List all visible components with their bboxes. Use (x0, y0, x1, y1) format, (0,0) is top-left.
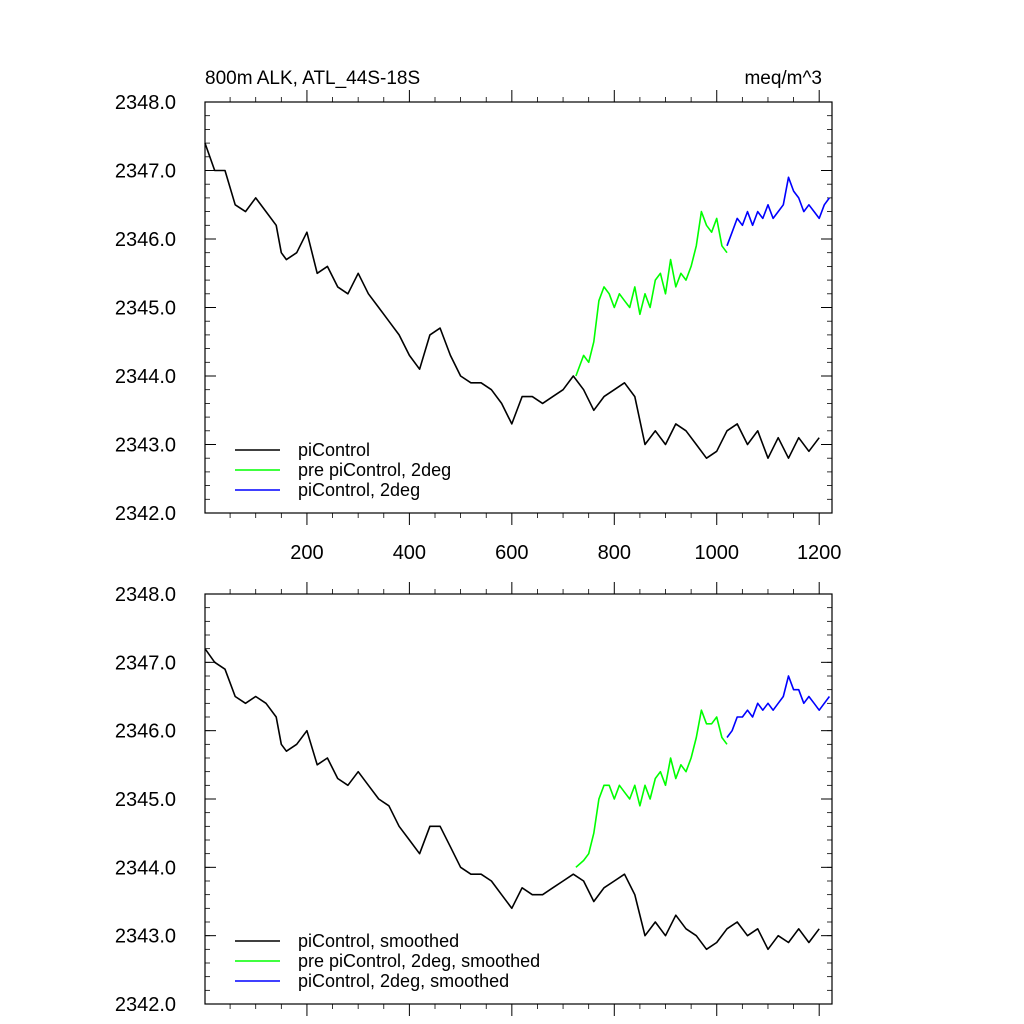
x-tick-label: 200 (290, 542, 323, 564)
y-tick-label: 2345.0 (115, 298, 176, 320)
top-title-right: meq/m^3 (744, 68, 822, 89)
x-tick-label: 1200 (797, 542, 842, 564)
y-tick-label: 2342.0 (115, 994, 176, 1016)
legend-label: pre piControl, 2deg, smoothed (298, 951, 540, 971)
series-line-1 (575, 210, 728, 377)
y-tick-label: 2346.0 (115, 229, 176, 251)
x-tick-label: 400 (393, 542, 426, 564)
x-tick-label: 800 (598, 542, 631, 564)
top-panel: 800m ALK, ATL_44S-18S meq/m^3 2342.0 2343… (115, 68, 842, 564)
legend-label: piControl, 2deg, smoothed (298, 971, 509, 991)
y-tick-label: 2343.0 (115, 926, 176, 948)
top-plot-area: 2342.0 2343.0 2344.0 2345.0 2346.0 2347.0 2348… (115, 90, 842, 564)
series-line-0 (204, 648, 820, 951)
y-tick-label: 2348.0 (115, 584, 176, 606)
bottom-panel: 2342.0 2343.0 2344.0 2345.0 2346.0 2347.0 2348… (115, 582, 833, 1016)
series-line-2 (726, 675, 831, 738)
series-line-0 (204, 142, 820, 459)
series-line-2 (726, 176, 831, 247)
y-tick-label: 2348.0 (115, 92, 176, 114)
legend-label: piControl, smoothed (298, 931, 459, 951)
y-tick-label: 2345.0 (115, 789, 176, 811)
y-tick-label: 2343.0 (115, 435, 176, 457)
y-tick-label: 2342.0 (115, 503, 176, 525)
y-tick-label: 2344.0 (115, 366, 176, 388)
y-tick-label: 2347.0 (115, 161, 176, 183)
series-line-1 (575, 709, 728, 868)
x-tick-label: 1000 (694, 542, 739, 564)
y-tick-label: 2344.0 (115, 857, 176, 879)
y-tick-label: 2347.0 (115, 652, 176, 674)
y-tick-label: 2346.0 (115, 721, 176, 743)
legend-label: piControl, 2deg (298, 480, 420, 500)
legend-label: pre piControl, 2deg (298, 460, 451, 480)
legend-label: piControl (298, 440, 370, 460)
top-title-left: 800m ALK, ATL_44S-18S (205, 68, 420, 89)
x-tick-label: 600 (495, 542, 528, 564)
bottom-plot-area: 2342.0 2343.0 2344.0 2345.0 2346.0 2347.0 2348… (115, 582, 833, 1016)
